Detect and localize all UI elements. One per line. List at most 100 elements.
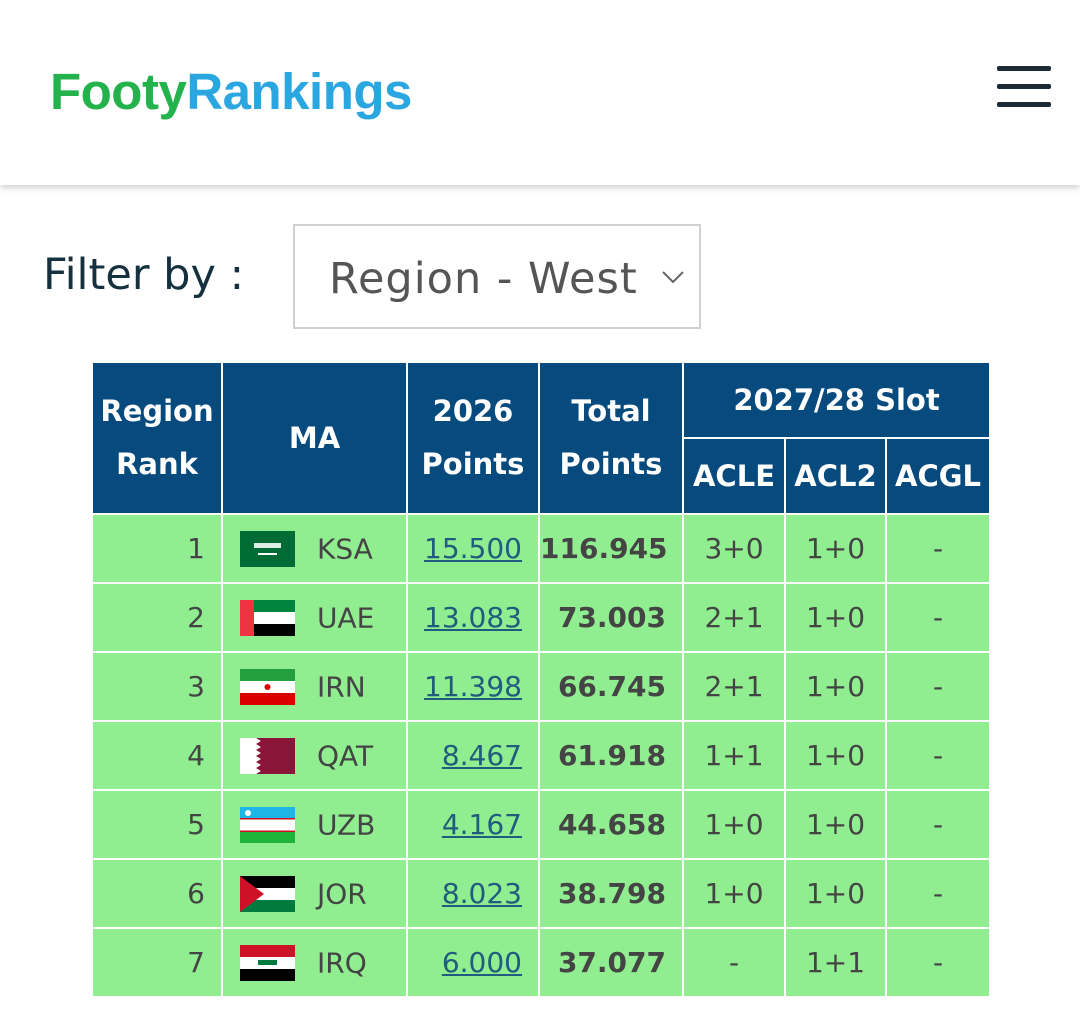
points-link[interactable]: 8.467 (441, 739, 522, 772)
flag-part (240, 830, 295, 832)
table-cell: 3+0 (682, 513, 786, 584)
table-cell: 37.077 (538, 927, 684, 998)
table-cell: - (884, 927, 992, 998)
table-cell: IRN (221, 651, 408, 722)
table-cell: 61.918 (538, 720, 684, 791)
ma-code: QAT (317, 739, 374, 772)
table-row: 5 UZB 4.167 44.658 1+0 1+0- (91, 789, 992, 860)
table-cell: 73.003 (538, 582, 684, 653)
flag-part (240, 817, 295, 819)
flag-part (258, 959, 277, 965)
flag-part (240, 830, 295, 843)
column-header: ACL2 (784, 437, 887, 515)
points-link[interactable]: 4.167 (441, 808, 522, 841)
column-header: ACGL (884, 437, 992, 515)
flag-part (240, 737, 261, 774)
flag-part (245, 809, 251, 816)
points-link[interactable]: 11.398 (424, 670, 522, 703)
table-cell: - (884, 720, 992, 791)
column-header: Region Rank (91, 361, 223, 515)
flag-part (258, 552, 277, 555)
table-cell: 1+0 (682, 789, 786, 860)
flag-part (240, 668, 295, 681)
logo-part: Footy (50, 63, 187, 120)
table-row: 7 IRQ 6.000 37.077-1+1- (91, 927, 992, 998)
table-cell: 8.467 (406, 720, 540, 791)
flag (240, 668, 295, 705)
table-cell: 2 (91, 582, 223, 653)
header: FootyRankings (0, 0, 1080, 185)
table-row: 2 UAE 13.083 73.003 2+1 1+0- (91, 582, 992, 653)
flag (240, 944, 295, 981)
points-link[interactable]: 8.023 (441, 877, 522, 910)
flag-part (240, 530, 295, 567)
flag-part (240, 968, 295, 981)
table-cell: 66.745 (538, 651, 684, 722)
table-cell: 1+0 (784, 651, 887, 722)
table-cell: 38.798 (538, 858, 684, 929)
ma-code: IRN (317, 670, 366, 703)
table-cell: 1+0 (784, 513, 887, 584)
flag-part (240, 875, 264, 912)
table-cell: 6.000 (406, 927, 540, 998)
column-header: 2026 Points (406, 361, 540, 515)
table-cell: - (884, 513, 992, 584)
table-cell: 4.167 (406, 789, 540, 860)
ma-code: UZB (317, 808, 376, 841)
flag (240, 875, 295, 912)
flag-part (240, 944, 295, 957)
flag-part (240, 875, 295, 888)
table-cell: 5 (91, 789, 223, 860)
table-row: 4 QAT 8.467 61.918 1+1 1+0- (91, 720, 992, 791)
table-cell: - (884, 789, 992, 860)
flag-part (240, 899, 295, 912)
column-header: Total Points (538, 361, 684, 515)
filter-label: Filter by : (43, 250, 245, 300)
table-cell: QAT (221, 720, 408, 791)
points-link[interactable]: 15.500 (424, 532, 522, 565)
table-cell: IRQ (221, 927, 408, 998)
points-link[interactable]: 13.083 (424, 601, 522, 634)
menu-button[interactable] (997, 66, 1051, 107)
table-cell: 44.658 (538, 789, 684, 860)
flag (240, 599, 295, 636)
ma-code: UAE (317, 601, 375, 634)
flag (240, 737, 295, 774)
table-cell: 1+0 (784, 720, 887, 791)
flag (240, 806, 295, 843)
table-cell: UZB (221, 789, 408, 860)
table-cell: 11.398 (406, 651, 540, 722)
table-cell: 2+1 (682, 651, 786, 722)
table-cell: 116.945 (538, 513, 684, 584)
flag-part (240, 806, 295, 819)
region-select[interactable]: Region - West (293, 224, 701, 329)
table-cell: KSA (221, 513, 408, 584)
flag-part (240, 818, 295, 831)
table-cell: 1+0 (682, 858, 786, 929)
table-cell: 13.083 (406, 582, 540, 653)
table-cell: UAE (221, 582, 408, 653)
table-cell: 1 (91, 513, 223, 584)
table-cell: 6 (91, 858, 223, 929)
logo[interactable]: FootyRankings (50, 62, 412, 121)
table-cell: 2+1 (682, 582, 786, 653)
table-cell: 7 (91, 927, 223, 998)
table-cell: - (884, 651, 992, 722)
table-cell: 1+0 (784, 858, 887, 929)
table-cell: 8.023 (406, 858, 540, 929)
table-cell: JOR (221, 858, 408, 929)
select-value: Region - West (329, 254, 638, 304)
table-cell: - (682, 927, 786, 998)
table-row: 3 IRN 11.398 66.745 2+1 1+0- (91, 651, 992, 722)
ma-code: IRQ (317, 946, 367, 979)
table-row: 1 KSA 15.500 116.945 3+0 1+0- (91, 513, 992, 584)
column-header: MA (221, 361, 408, 515)
points-link[interactable]: 6.000 (441, 946, 522, 979)
flag-part (240, 692, 295, 705)
column-header: ACLE (682, 437, 786, 515)
table-row: 6 JOR 8.023 38.798 1+0 1+0- (91, 858, 992, 929)
table-cell: 1+1 (682, 720, 786, 791)
table-cell: 1+1 (784, 927, 887, 998)
group-header: 2027/28 Slot (681, 361, 992, 439)
